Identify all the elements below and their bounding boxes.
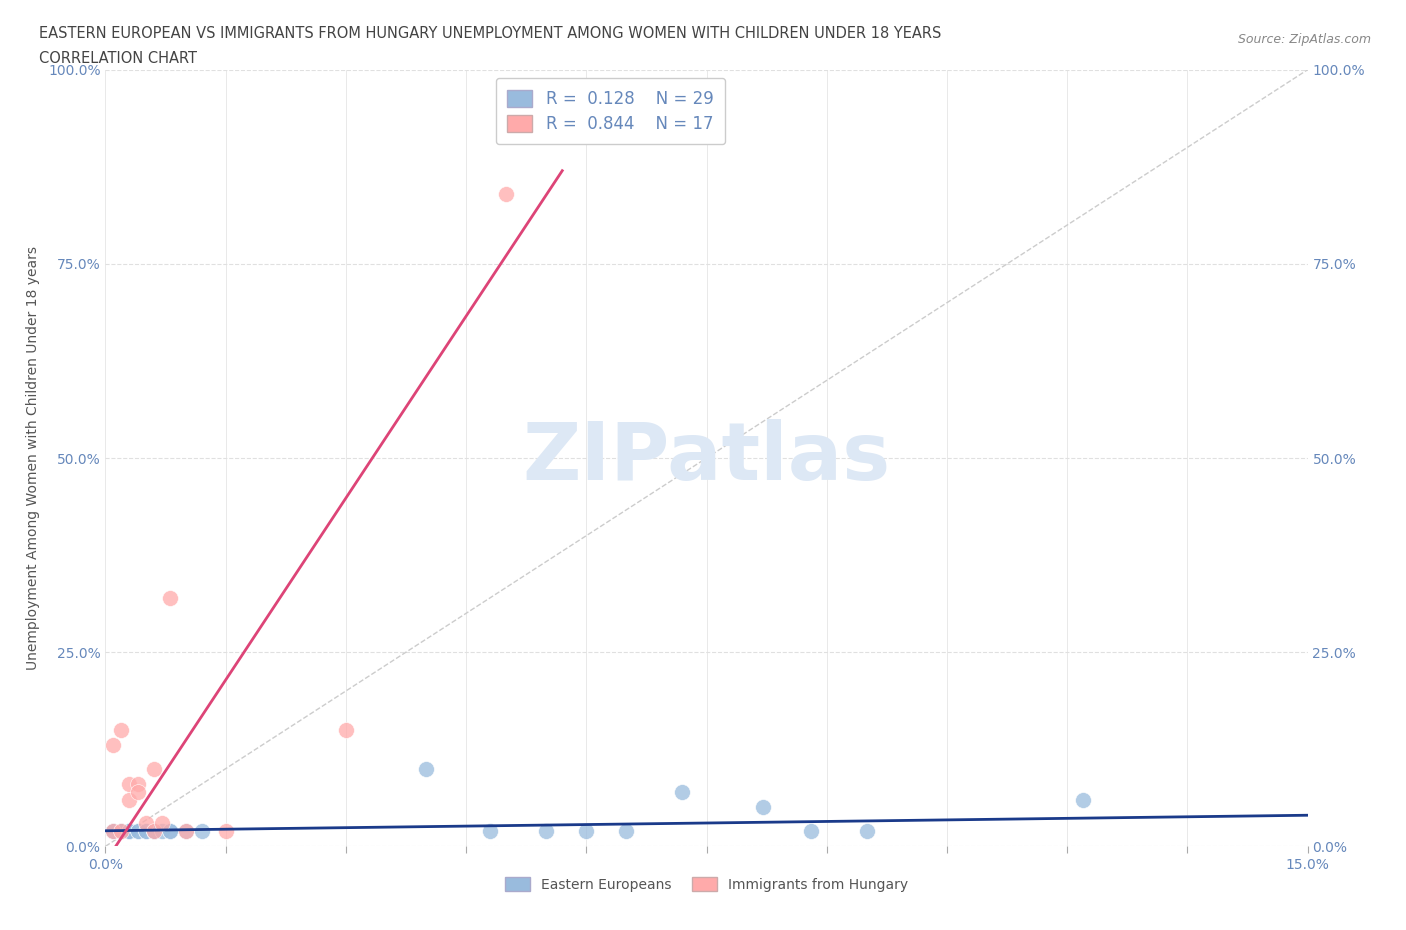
Legend: Eastern Europeans, Immigrants from Hungary: Eastern Europeans, Immigrants from Hunga… [499, 871, 914, 897]
Point [174, 823, 197, 838]
Point [103, 823, 125, 838]
Text: EASTERN EUROPEAN VS IMMIGRANTS FROM HUNGARY UNEMPLOYMENT AMONG WOMEN WITH CHILDR: EASTERN EUROPEAN VS IMMIGRANTS FROM HUNG… [39, 26, 942, 41]
Point [150, 816, 173, 830]
Point [103, 823, 125, 838]
Point [135, 816, 157, 830]
Point [135, 823, 157, 838]
Point [110, 823, 132, 838]
Point [127, 777, 149, 791]
Point [616, 823, 638, 838]
Point [159, 823, 181, 838]
Point [534, 823, 557, 838]
Point [159, 591, 181, 605]
Point [118, 823, 141, 838]
Text: CORRELATION CHART: CORRELATION CHART [39, 51, 197, 66]
Point [150, 823, 173, 838]
Point [142, 761, 165, 776]
Point [1071, 792, 1094, 807]
Point [671, 785, 693, 800]
Point [335, 723, 357, 737]
Point [142, 823, 165, 838]
Point [118, 777, 141, 791]
Point [142, 823, 165, 838]
Point [174, 823, 197, 838]
Point [127, 823, 149, 838]
Point [110, 823, 132, 838]
Point [127, 785, 149, 800]
Point [159, 823, 181, 838]
Point [118, 792, 141, 807]
Point [103, 737, 125, 752]
Point [142, 823, 165, 838]
Point [103, 823, 125, 838]
Point [479, 823, 502, 838]
Point [575, 823, 598, 838]
Point [855, 823, 877, 838]
Point [190, 823, 212, 838]
Point [751, 800, 773, 815]
Point [118, 823, 141, 838]
Point [110, 723, 132, 737]
Point [800, 823, 823, 838]
Text: ZIPatlas: ZIPatlas [523, 419, 890, 497]
Point [495, 187, 517, 202]
Text: Source: ZipAtlas.com: Source: ZipAtlas.com [1237, 33, 1371, 46]
Point [127, 823, 149, 838]
Point [135, 823, 157, 838]
Point [142, 823, 165, 838]
Y-axis label: Unemployment Among Women with Children Under 18 years: Unemployment Among Women with Children U… [25, 246, 39, 670]
Point [415, 761, 437, 776]
Point [214, 823, 236, 838]
Point [118, 823, 141, 838]
Point [110, 823, 132, 838]
